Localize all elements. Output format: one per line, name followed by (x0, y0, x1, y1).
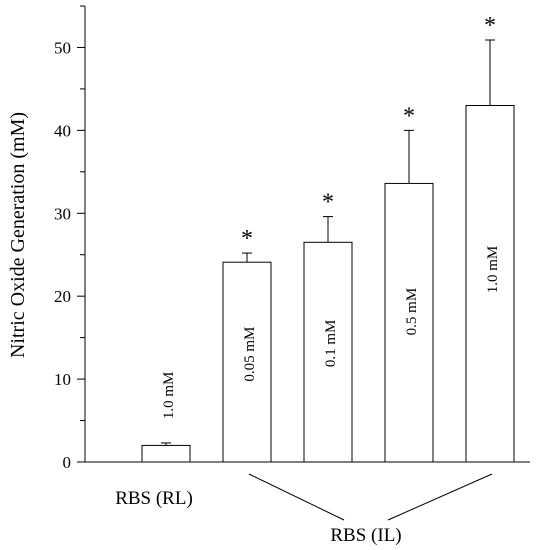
y-tick-label: 50 (54, 38, 71, 57)
bar (141, 444, 191, 463)
bar-label: 1.0 mM (485, 246, 501, 294)
bar-label: 1.0 mM (161, 372, 177, 420)
significance-marker: * (322, 190, 334, 216)
group-label-il: RBS (IL) (330, 525, 401, 546)
significance-marker: * (403, 103, 415, 129)
bar-label: 0.5 mM (404, 288, 420, 336)
y-axis-label: Nitric Oxide Generation (mM) (7, 112, 29, 358)
significance-marker: * (241, 226, 253, 252)
y-tick-label: 40 (54, 121, 71, 140)
significance-marker: * (484, 13, 496, 39)
y-tick-label: 0 (63, 453, 72, 472)
group-connector-right (387, 473, 493, 521)
bar-label: 0.05 mM (242, 327, 258, 382)
group-label-rl: RBS (RL) (115, 488, 193, 509)
bar (222, 261, 272, 463)
group-connector-left (248, 473, 345, 521)
y-tick-label: 20 (54, 287, 71, 306)
y-tick-label: 30 (54, 204, 71, 223)
bar (384, 182, 434, 463)
y-tick-label: 10 (54, 370, 71, 389)
axes: 0 10 20 30 40 50 (54, 5, 530, 472)
group-labels: RBS (RL) RBS (IL) (115, 473, 493, 546)
bar-label: 0.1 mM (323, 320, 339, 368)
bars: 1.0 mM * 0.05 mM * 0.1 mM * 0.5 mM * 1.0 mM (141, 13, 515, 463)
